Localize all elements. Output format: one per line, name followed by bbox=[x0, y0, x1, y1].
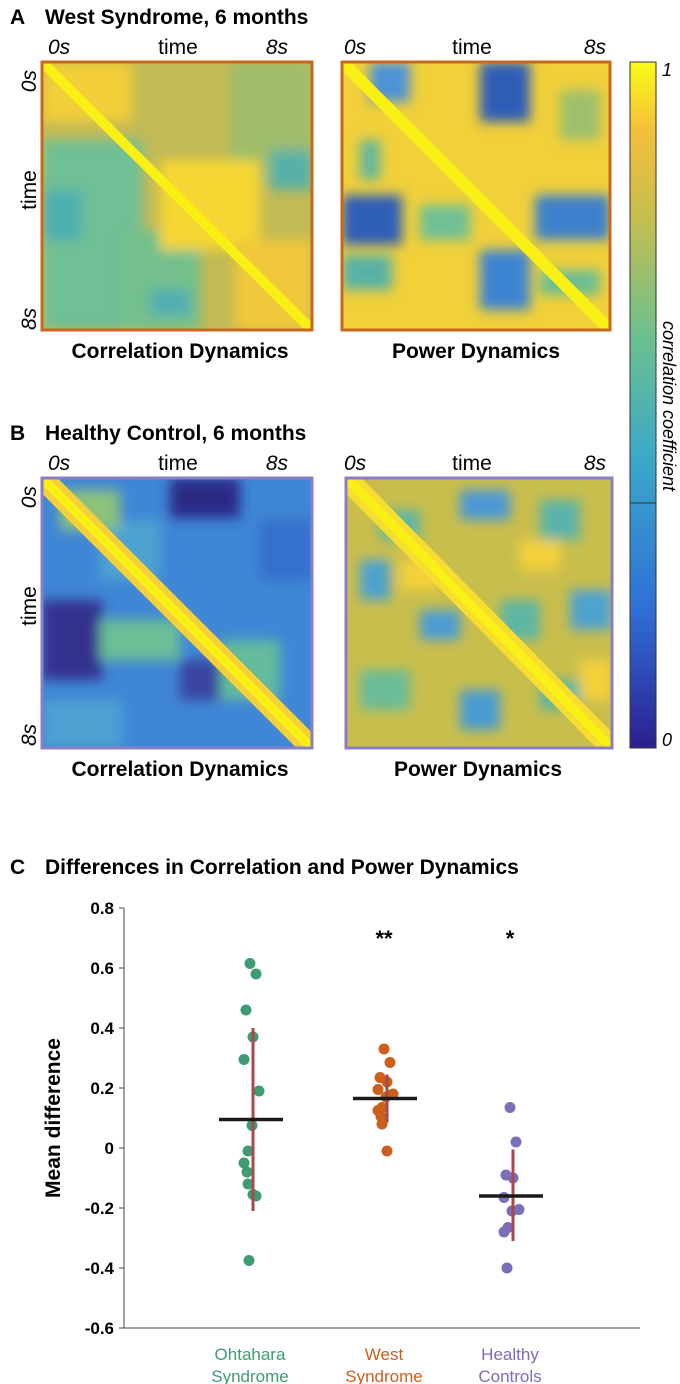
panel-a-correlation-frame bbox=[40, 60, 314, 332]
panel-b-left-title: Correlation Dynamics bbox=[71, 758, 288, 781]
x-category-label: Syndrome bbox=[211, 1367, 288, 1384]
panel-b-left-xstart: 0s bbox=[48, 452, 71, 475]
y-tick-label: -0.4 bbox=[85, 1259, 115, 1278]
y-tick-label: -0.2 bbox=[85, 1199, 114, 1218]
data-point bbox=[240, 1004, 252, 1016]
panel-b-yword: time bbox=[18, 586, 41, 626]
panel-a-yword: time bbox=[18, 170, 41, 210]
significance-marker: * bbox=[506, 926, 515, 951]
y-ticks: 0.8 0.6 0.4 0.2 0 -0.2 -0.4 -0.6 bbox=[85, 899, 124, 1338]
data-point bbox=[376, 1118, 388, 1130]
panel-a-yend: 8s bbox=[18, 307, 41, 330]
y-tick-label: -0.6 bbox=[85, 1319, 114, 1338]
panel-b-left-xend: 8s bbox=[266, 452, 289, 475]
panel-b-correlation-frame bbox=[40, 476, 314, 750]
series-ohtahara-syndrome bbox=[219, 958, 283, 1266]
colorbar-label: correlation coefficient bbox=[659, 321, 679, 492]
panel-a-correlation-matrix bbox=[42, 62, 312, 330]
y-tick-label: 0.2 bbox=[90, 1079, 114, 1098]
data-point bbox=[381, 1145, 393, 1157]
data-point bbox=[378, 1043, 390, 1055]
x-category-label: West bbox=[365, 1345, 404, 1364]
panel-a-right-xword: time bbox=[452, 36, 492, 59]
data-point bbox=[384, 1057, 396, 1068]
x-category-label: Healthy bbox=[481, 1345, 539, 1364]
panel-b-right-xend: 8s bbox=[584, 452, 607, 475]
data-point bbox=[244, 958, 256, 969]
data-point bbox=[250, 968, 262, 980]
data-point bbox=[372, 1084, 384, 1095]
panel-b-ystart: 0s bbox=[18, 486, 41, 509]
x-category-label: Controls bbox=[478, 1367, 541, 1384]
panel-a-right-xstart: 0s bbox=[344, 36, 367, 59]
data-point bbox=[242, 1145, 254, 1157]
panel-a-title: West Syndrome, 6 months bbox=[45, 6, 308, 29]
panel-a-right-title: Power Dynamics bbox=[392, 340, 560, 363]
panel-b-correlation-matrix bbox=[42, 478, 312, 748]
data-point bbox=[243, 1255, 255, 1266]
significance-marker: ** bbox=[375, 926, 393, 951]
panel-b-left-xword: time bbox=[158, 452, 198, 475]
panel-a-right-xend: 8s bbox=[584, 36, 607, 59]
x-category-labels: Ohtahara Syndrome West Syndrome Healthy Contr… bbox=[211, 1345, 541, 1384]
panel-b-power-frame bbox=[344, 476, 614, 750]
plot-area: ** * bbox=[219, 926, 543, 1274]
colorbar-min: 0 bbox=[662, 730, 672, 750]
y-tick-label: 0 bbox=[105, 1139, 114, 1158]
panel-b-letter: B bbox=[10, 422, 25, 445]
data-point bbox=[510, 1136, 522, 1148]
data-point bbox=[238, 1054, 250, 1065]
colorbar-max: 1 bbox=[662, 60, 672, 80]
y-tick-label: 0.8 bbox=[90, 899, 114, 918]
panel-c-letter: C bbox=[10, 856, 25, 879]
panel-a-power-frame bbox=[340, 60, 612, 332]
panel-b-right-xword: time bbox=[452, 452, 492, 475]
panel-a-ystart: 0s bbox=[18, 70, 41, 93]
series-west-syndrome: ** bbox=[353, 926, 417, 1157]
data-point bbox=[501, 1262, 513, 1274]
x-category-label: Ohtahara bbox=[215, 1345, 286, 1364]
colorbar bbox=[629, 61, 657, 749]
data-point bbox=[253, 1085, 265, 1097]
panel-b-title: Healthy Control, 6 months bbox=[45, 422, 306, 445]
series-healthy-controls: * bbox=[479, 926, 543, 1274]
panel-a-left-xword: time bbox=[158, 36, 198, 59]
data-point bbox=[504, 1102, 516, 1113]
panel-b-yend: 8s bbox=[18, 723, 41, 746]
panel-a-left-xend: 8s bbox=[266, 36, 289, 59]
panel-a-left-xstart: 0s bbox=[48, 36, 71, 59]
panel-a-power-matrix bbox=[342, 62, 610, 330]
panel-a-letter: A bbox=[10, 6, 25, 29]
y-tick-label: 0.4 bbox=[90, 1019, 114, 1038]
panel-b-right-title: Power Dynamics bbox=[394, 758, 562, 781]
panel-a-left-title: Correlation Dynamics bbox=[71, 340, 288, 363]
panel-b-right-xstart: 0s bbox=[344, 452, 367, 475]
data-point bbox=[242, 1178, 254, 1190]
panel-b-power-matrix bbox=[346, 478, 612, 748]
data-point bbox=[241, 1166, 253, 1178]
data-point bbox=[238, 1157, 250, 1169]
y-tick-label: 0.6 bbox=[90, 959, 114, 978]
panel-c-title: Differences in Correlation and Power Dyn… bbox=[45, 856, 519, 879]
y-axis-label: Mean difference bbox=[42, 1038, 65, 1198]
x-category-label: Syndrome bbox=[345, 1367, 422, 1384]
data-point bbox=[498, 1226, 510, 1238]
